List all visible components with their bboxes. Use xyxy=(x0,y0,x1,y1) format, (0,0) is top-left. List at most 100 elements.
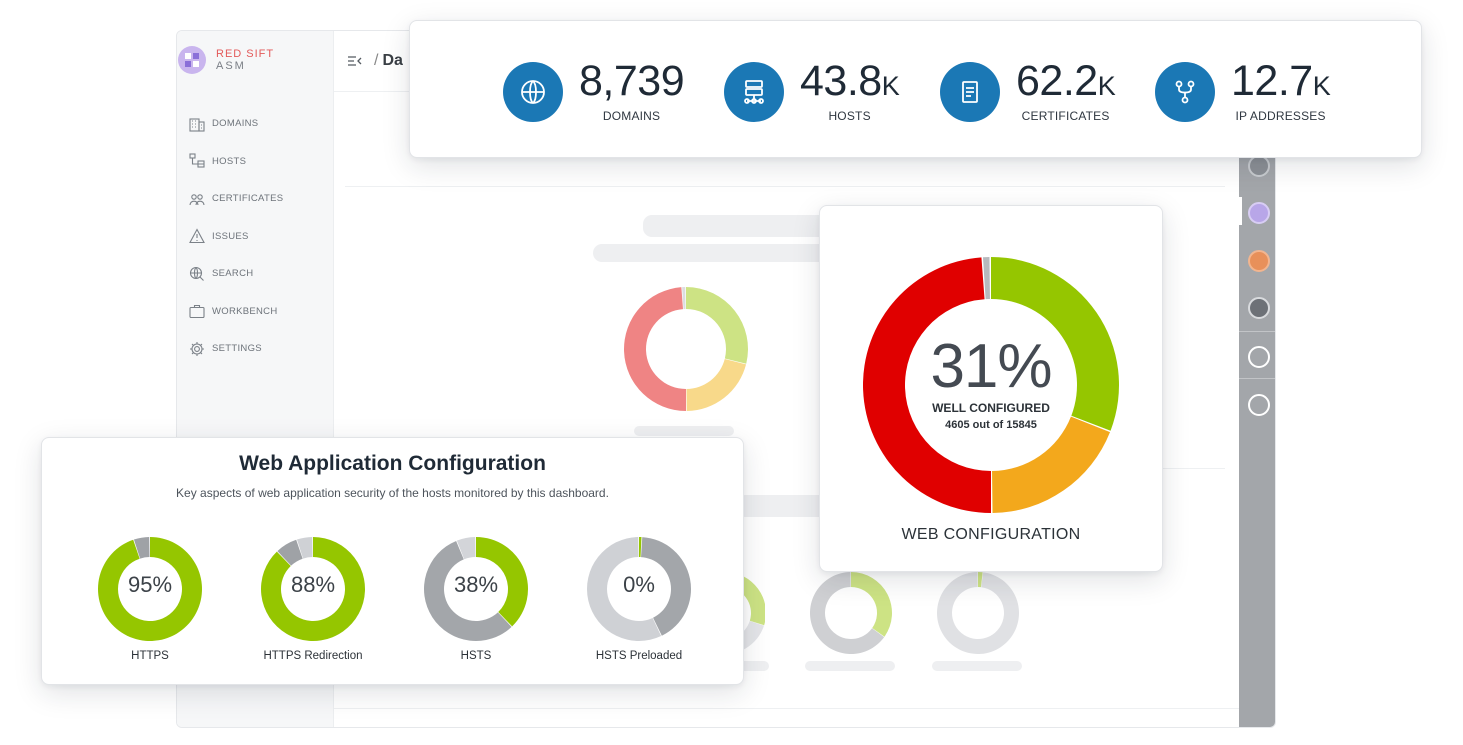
web-application-configuration-card: Web Application Configuration Key aspect… xyxy=(41,437,744,685)
shield-app-icon[interactable] xyxy=(1248,250,1270,272)
config-metric-hsts[interactable]: 38% HSTS xyxy=(396,536,556,662)
sidebar-item-hosts[interactable]: HOSTS xyxy=(189,143,283,181)
metric-donut-chart xyxy=(98,537,202,641)
donut-segment xyxy=(277,539,303,566)
brand-name: RED SIFT xyxy=(216,48,275,60)
sidebar-item-domains[interactable]: DOMAINS xyxy=(189,105,283,143)
metric-label: HSTS xyxy=(460,650,492,662)
config-metric-https-redirection[interactable]: 88% HTTPS Redirection xyxy=(233,536,393,662)
config-metric-hsts-preloaded[interactable]: 0% HSTS Preloaded xyxy=(559,536,719,662)
stat-certificates[interactable]: 62.2K CERTIFICATES xyxy=(940,57,1116,124)
web-configuration-caption: WELL CONFIGURED xyxy=(932,401,1050,415)
gear-icon xyxy=(190,341,204,356)
stat-value: 62.2K xyxy=(1016,57,1116,107)
stat-body: 62.2K CERTIFICATES xyxy=(1016,57,1116,124)
donut-segment xyxy=(476,537,528,627)
server-icon xyxy=(744,79,764,104)
globe-icon xyxy=(521,79,545,104)
donut-segment xyxy=(937,572,1019,654)
stat-icon-circle xyxy=(724,61,784,122)
rail-divider xyxy=(1239,331,1275,332)
metric-donut-chart xyxy=(424,537,528,641)
briefcase-icon xyxy=(189,305,205,319)
brand-logo[interactable]: RED SIFT ASM xyxy=(177,45,274,75)
donut-segment-partial xyxy=(992,416,1111,513)
stat-value: 43.8K xyxy=(800,60,900,107)
stat-icon-circle xyxy=(940,61,1000,122)
metric-percent: 0% xyxy=(623,572,655,597)
donut-segment-well-configured xyxy=(991,257,1119,431)
stat-domains[interactable]: 8,739 DOMAINS xyxy=(503,60,685,124)
check-shield-icon[interactable] xyxy=(1248,155,1270,177)
donut-segment xyxy=(424,540,512,641)
donut-segment xyxy=(133,537,150,559)
users-icon xyxy=(189,193,205,205)
sidebar-item-label: DOMAINS xyxy=(212,118,259,130)
sidebar-item-certificates[interactable]: CERTIFICATES xyxy=(189,180,283,218)
breadcrumb: / Da xyxy=(374,52,403,70)
web-configuration-percent: 31% xyxy=(930,332,1052,401)
stat-unit: K xyxy=(881,71,900,101)
sidebar-item-label: HOSTS xyxy=(212,155,247,167)
web-configuration-count: 4605 out of 15845 xyxy=(945,419,1037,431)
config-metric-https[interactable]: 95% HTTPS xyxy=(70,536,230,662)
metric-label: HSTS Preloaded xyxy=(595,650,683,662)
sidebar-item-label: WORKBENCH xyxy=(212,305,278,317)
stat-hosts[interactable]: 43.8K HOSTS xyxy=(724,60,900,124)
sidebar-item-workbench[interactable]: WORKBENCH xyxy=(189,293,283,331)
sidebar-nav: DOMAINS HOSTS CERTIFICATES xyxy=(189,105,283,368)
metric-percent: 95% xyxy=(127,572,173,597)
donut-segment xyxy=(851,572,892,637)
breadcrumb-current[interactable]: Da xyxy=(382,52,403,69)
search-globe-icon xyxy=(189,266,204,281)
sidebar-item-issues[interactable]: ISSUES xyxy=(189,218,283,256)
card-subtitle: Key aspects of web application security … xyxy=(176,486,609,500)
stat-icon-circle xyxy=(503,61,563,122)
metric-donut-chart xyxy=(587,537,691,641)
collapse-menu-icon[interactable] xyxy=(346,52,364,70)
stat-body: 8,739 DOMAINS xyxy=(579,60,685,124)
brand-text: RED SIFT ASM xyxy=(216,48,274,72)
sidebar-item-label: SETTINGS xyxy=(212,343,262,355)
sidebar-item-label: SEARCH xyxy=(212,268,254,280)
rail-divider xyxy=(1239,378,1275,379)
hierarchy-icon xyxy=(189,153,205,168)
skeleton-label xyxy=(737,661,769,671)
sidebar-item-search[interactable]: SEARCH xyxy=(189,255,283,293)
donut-segment xyxy=(810,572,885,654)
background-donut-chart xyxy=(810,572,892,654)
network-icon xyxy=(1175,80,1195,103)
skeleton-title xyxy=(643,215,843,237)
rocket-icon[interactable] xyxy=(1248,394,1270,416)
stat-body: 43.8K HOSTS xyxy=(800,60,900,124)
red-sift-logo-icon xyxy=(178,46,206,74)
stat-value: 8,739 xyxy=(579,60,685,107)
skeleton-title xyxy=(737,495,827,517)
stat-label: IP ADDRESSES xyxy=(1235,109,1326,123)
metric-percent: 88% xyxy=(290,572,336,597)
donut-segment xyxy=(623,287,686,411)
section-divider xyxy=(345,186,1225,187)
skeleton-subtitle xyxy=(593,244,843,262)
stat-number: 12.7 xyxy=(1231,57,1313,105)
user-app-icon[interactable] xyxy=(1248,297,1270,319)
skeleton-label xyxy=(805,661,895,671)
stat-value: 12.7K xyxy=(1231,57,1331,107)
tools-icon[interactable] xyxy=(1248,346,1270,368)
donut-segment xyxy=(641,537,691,636)
section-divider xyxy=(1163,468,1225,469)
sidebar-item-settings[interactable]: SETTINGS xyxy=(189,330,283,368)
stat-icon-circle xyxy=(1155,61,1215,122)
active-app-indicator xyxy=(1239,197,1242,225)
web-configuration-card[interactable]: 31% WELL CONFIGURED 4605 out of 15845 WE… xyxy=(819,205,1163,572)
donut-segment xyxy=(639,537,642,558)
stat-ip-addresses[interactable]: 12.7K IP ADDRESSES xyxy=(1155,57,1331,123)
skeleton-label xyxy=(634,426,734,436)
building-icon xyxy=(189,118,205,132)
asm-app-icon[interactable] xyxy=(1248,202,1270,224)
sidebar-item-label: CERTIFICATES xyxy=(212,193,284,205)
breadcrumb-separator: / xyxy=(374,52,379,69)
stat-number: 62.2 xyxy=(1016,57,1098,105)
document-icon xyxy=(962,80,978,103)
donut-segment xyxy=(456,537,476,560)
